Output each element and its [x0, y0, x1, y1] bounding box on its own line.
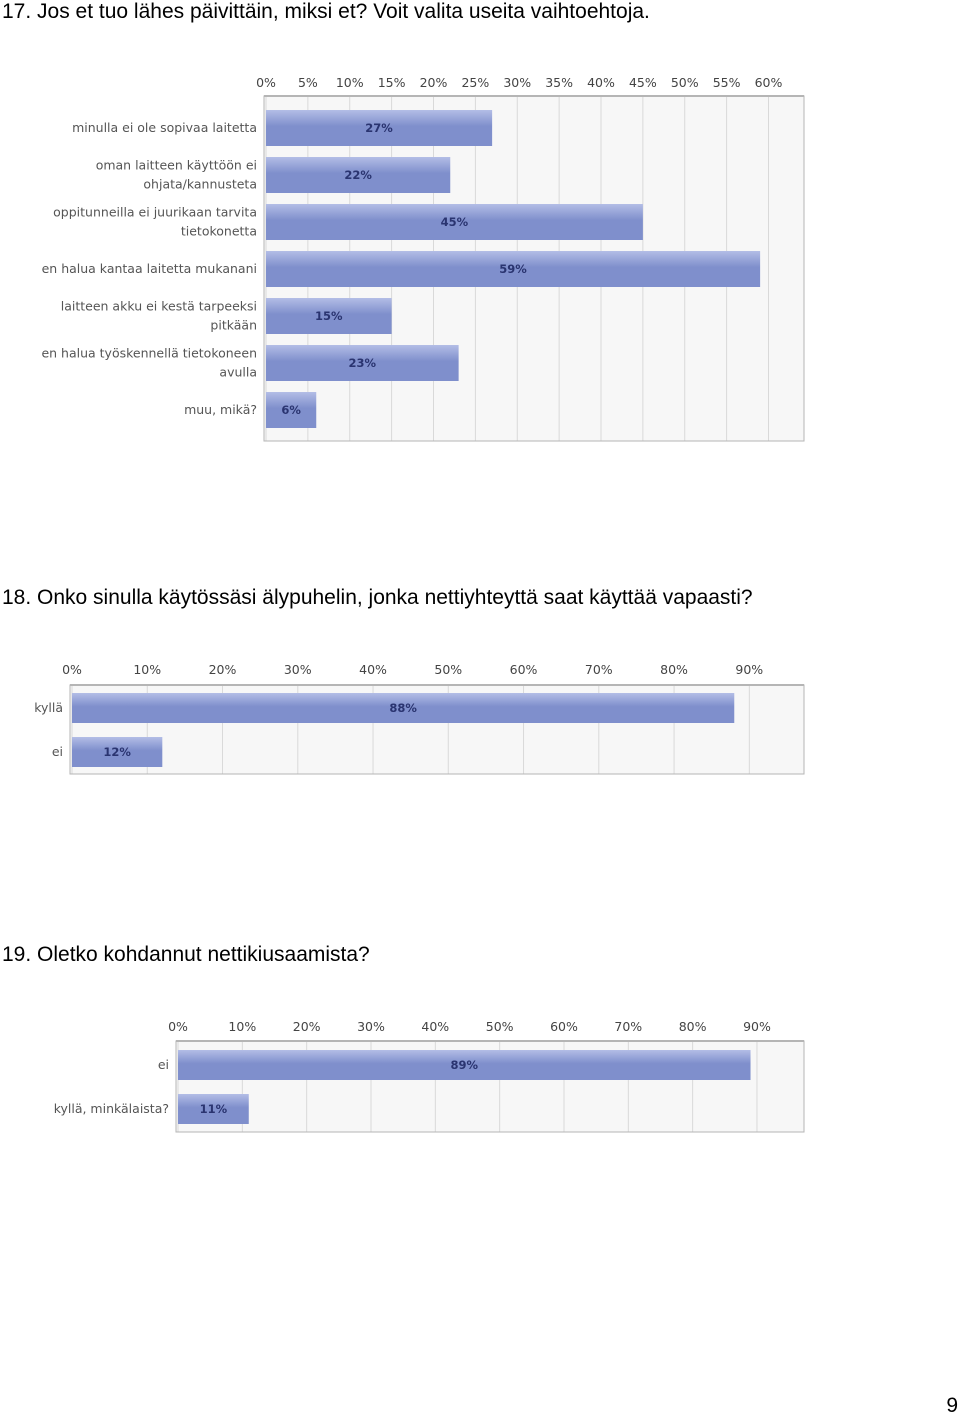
tick-label: 60%: [550, 1019, 578, 1034]
bar: [266, 298, 392, 334]
bar: [178, 1050, 751, 1080]
plot-frame: [263, 95, 805, 442]
category-label: en halua työskennellä tietokoneen: [41, 346, 257, 361]
bar: [72, 693, 735, 723]
category-label: pitkään: [210, 318, 257, 333]
tick-label: 15%: [378, 75, 406, 90]
tick-label: 35%: [545, 75, 573, 90]
category-label: oman laitteen käyttöön ei: [96, 158, 257, 173]
category-label: laitteen akku ei kestä tarpeeksi: [61, 299, 257, 314]
tick-label: 55%: [713, 75, 741, 90]
plot-frame: [175, 1040, 805, 1133]
tick-label: 0%: [256, 75, 276, 90]
question-18-heading: 18. Onko sinulla käytössäsi älypuhelin, …: [2, 586, 753, 609]
category-label: ei: [52, 744, 63, 759]
bar: [266, 110, 493, 146]
plot-frame: [69, 684, 805, 775]
tick-label: 30%: [284, 662, 312, 677]
question-17-heading: 17. Jos et tuo lähes päivittäin, miksi e…: [2, 0, 650, 23]
tick-label: 80%: [660, 662, 688, 677]
question-19-heading: 19. Oletko kohdannut nettikiusaamista?: [2, 943, 370, 966]
data-label: 22%: [344, 168, 372, 182]
tick-label: 20%: [209, 662, 237, 677]
tick-label: 30%: [357, 1019, 385, 1034]
bar: [266, 251, 761, 287]
data-label: 12%: [103, 745, 131, 759]
data-label: 59%: [499, 262, 527, 276]
tick-label: 20%: [293, 1019, 321, 1034]
tick-label: 60%: [510, 662, 538, 677]
tick-label: 90%: [743, 1019, 771, 1034]
data-label: 45%: [441, 215, 469, 229]
tick-label: 10%: [228, 1019, 256, 1034]
tick-label: 5%: [298, 75, 318, 90]
category-label: tietokonetta: [181, 224, 257, 239]
tick-label: 25%: [461, 75, 489, 90]
tick-label: 50%: [434, 662, 462, 677]
tick-label: 90%: [735, 662, 763, 677]
category-label: minulla ei ole sopivaa laitetta: [72, 120, 257, 135]
tick-label: 0%: [168, 1019, 188, 1034]
bar: [266, 157, 451, 193]
data-label: 11%: [200, 1102, 228, 1116]
category-label: en halua kantaa laitetta mukanani: [42, 261, 257, 276]
tick-label: 45%: [629, 75, 657, 90]
tick-label: 0%: [62, 662, 82, 677]
chart-q17: 0% 5% 10% 15% 20% 25% 30% 35% 40% 45% 50% 55% 60% 27%…: [41, 75, 805, 442]
tick-label: 50%: [486, 1019, 514, 1034]
category-label: muu, mikä?: [184, 402, 257, 417]
chart-q19: 0% 10% 20% 30% 40% 50% 60% 70% 80% 90% 89% ei 11% kyl…: [54, 1019, 805, 1133]
tick-label: 10%: [336, 75, 364, 90]
category-label: kyllä: [34, 700, 63, 715]
category-label: avulla: [219, 365, 257, 380]
tick-label: 70%: [614, 1019, 642, 1034]
category-label: ei: [158, 1057, 169, 1072]
tick-label: 30%: [503, 75, 531, 90]
data-label: 89%: [451, 1058, 479, 1072]
data-label: 6%: [281, 403, 301, 417]
category-label: oppitunneilla ei juurikaan tarvita: [53, 205, 257, 220]
tick-label: 40%: [587, 75, 615, 90]
tick-label: 20%: [420, 75, 448, 90]
chart-q18: 0% 10% 20% 30% 40% 50% 60% 70% 80% 90% 88% kyllä 12%…: [34, 662, 805, 775]
tick-label: 70%: [585, 662, 613, 677]
bar: [72, 737, 163, 767]
tick-label: 40%: [359, 662, 387, 677]
tick-label: 80%: [679, 1019, 707, 1034]
tick-label: 40%: [421, 1019, 449, 1034]
category-label: kyllä, minkälaista?: [54, 1101, 169, 1116]
data-label: 15%: [315, 309, 343, 323]
data-label: 23%: [349, 356, 377, 370]
data-label: 88%: [389, 701, 417, 715]
tick-label: 50%: [671, 75, 699, 90]
tick-label: 60%: [755, 75, 783, 90]
page-number: 9: [946, 1394, 958, 1417]
tick-label: 10%: [133, 662, 161, 677]
bar: [266, 392, 317, 428]
bar: [266, 204, 643, 240]
bar: [266, 345, 459, 381]
bar: [178, 1094, 249, 1124]
category-label: ohjata/kannusteta: [143, 177, 257, 192]
data-label: 27%: [365, 121, 393, 135]
